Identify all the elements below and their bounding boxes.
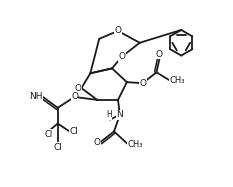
Text: O: O xyxy=(114,26,121,36)
Text: O: O xyxy=(74,84,81,93)
Text: Cl: Cl xyxy=(53,143,62,152)
Text: NH: NH xyxy=(29,92,43,102)
Text: H: H xyxy=(106,110,112,119)
Text: O: O xyxy=(93,138,100,147)
Text: N: N xyxy=(116,110,123,119)
Text: O: O xyxy=(156,50,163,59)
Text: CH₃: CH₃ xyxy=(169,76,185,85)
Text: O: O xyxy=(71,92,78,102)
Text: CH₃: CH₃ xyxy=(128,140,143,149)
Text: Cl: Cl xyxy=(45,130,53,139)
Text: Cl: Cl xyxy=(70,127,79,136)
Text: O: O xyxy=(139,79,146,88)
Text: O: O xyxy=(118,52,125,61)
